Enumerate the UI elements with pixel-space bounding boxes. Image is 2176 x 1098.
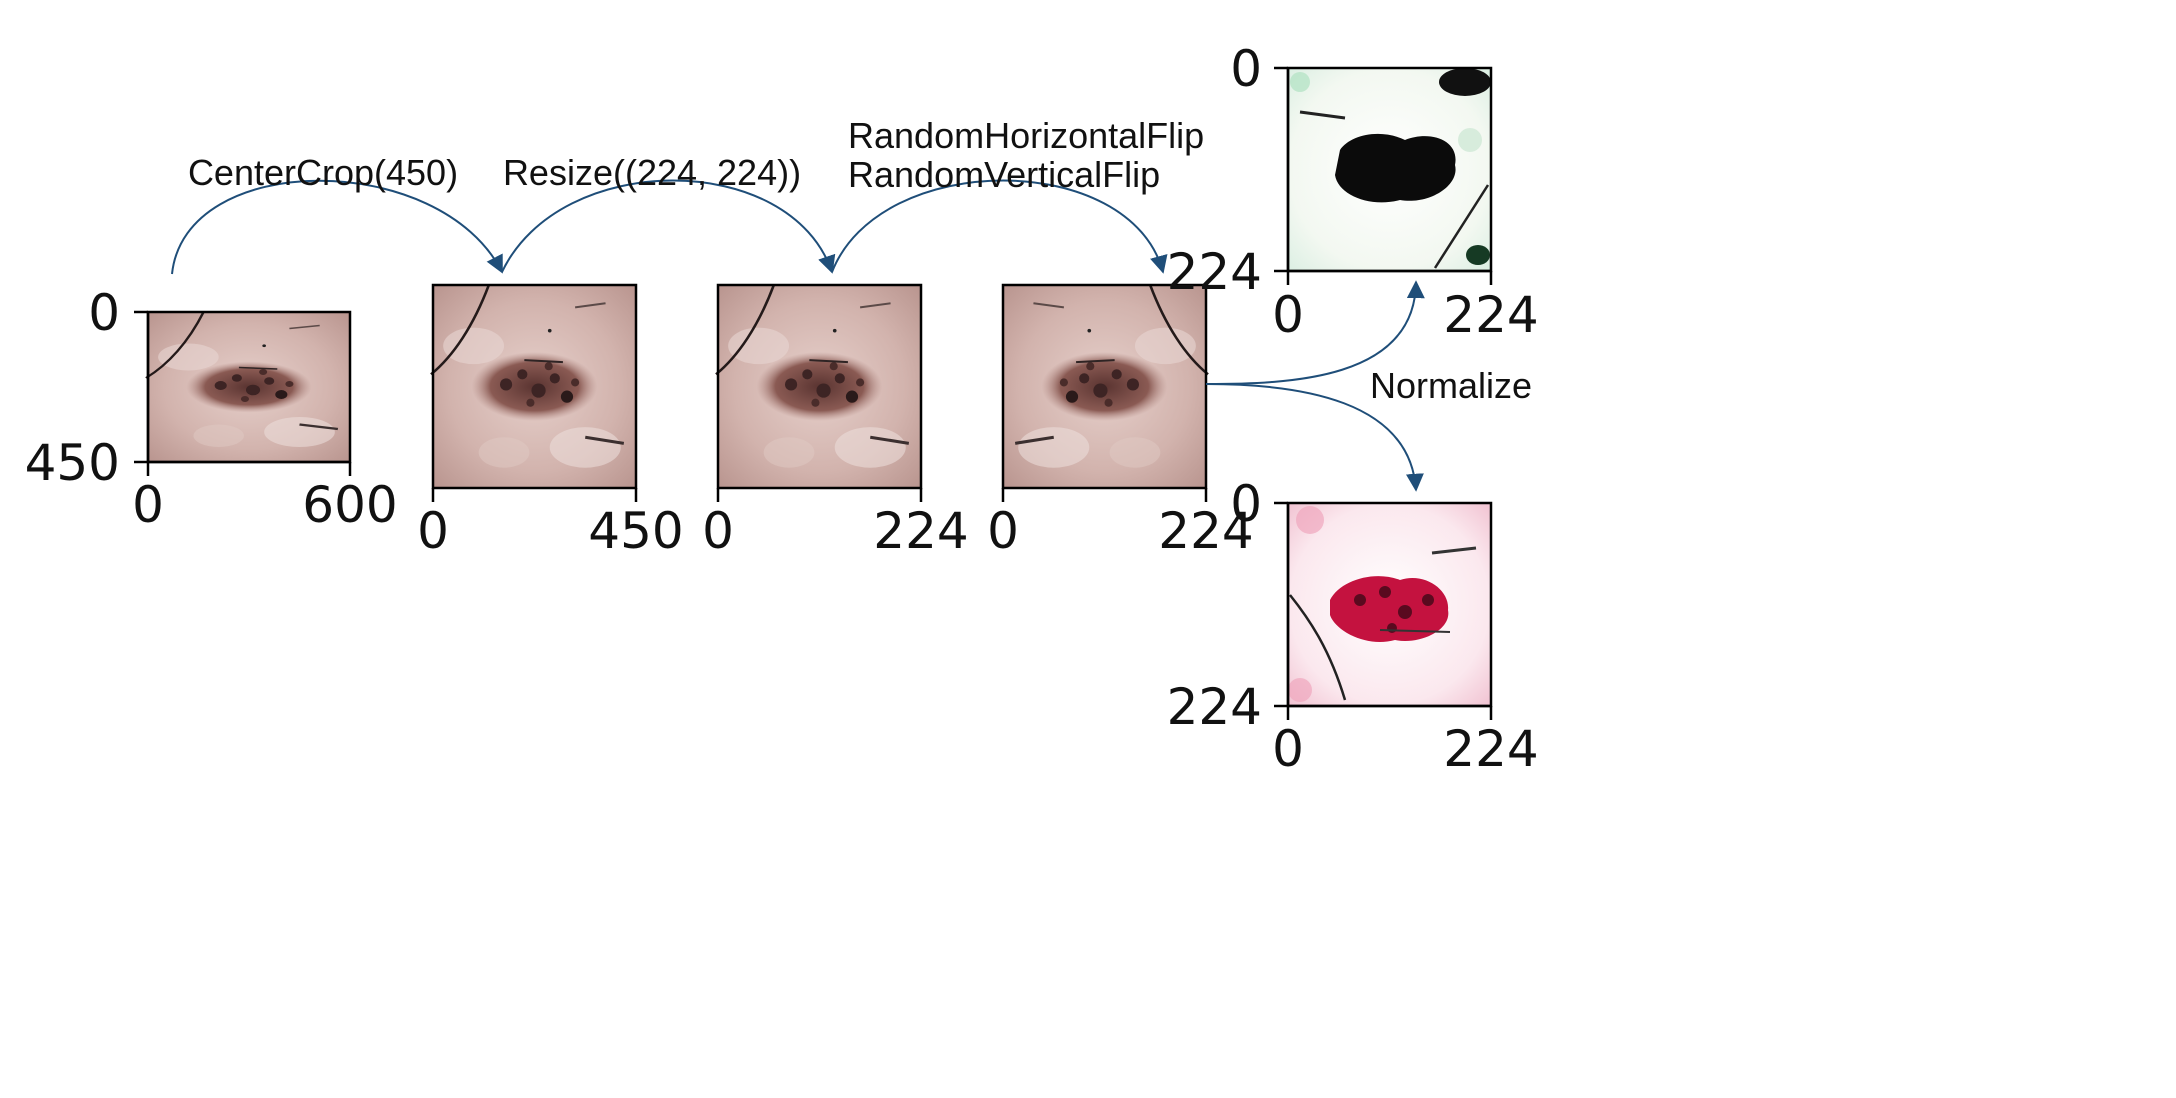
x-tick-left: 0 <box>417 502 449 560</box>
arrow-normalize-up <box>1205 280 1425 385</box>
x-tick-left: 0 <box>132 476 164 534</box>
panel-crop: 0 450 <box>417 283 684 560</box>
x-tick-left: 0 <box>987 502 1019 560</box>
arrow-resize <box>501 179 836 274</box>
image-original <box>144 310 352 464</box>
image-normalized-top <box>1288 68 1491 271</box>
y-tick-top: 0 <box>1230 475 1262 533</box>
x-tick-right: 224 <box>1443 286 1538 344</box>
y-tick-top: 0 <box>88 284 120 342</box>
arrow-flip <box>831 179 1168 274</box>
image-flipped <box>1001 283 1210 490</box>
arrow-normalize-down <box>1205 383 1424 492</box>
x-tick-right: 450 <box>588 502 683 560</box>
arrows <box>171 179 1425 492</box>
image-crop <box>429 283 638 490</box>
panel-normalized-bottom: 0 224 0 224 <box>1167 475 1539 778</box>
x-tick-left: 0 <box>1272 720 1304 778</box>
x-tick-left: 0 <box>1272 286 1304 344</box>
panel-resized: 0 224 <box>702 283 969 560</box>
label-random-horizontal-flip: RandomHorizontalFlip <box>848 115 1204 156</box>
panel-flipped: 0 224 <box>987 283 1254 560</box>
y-tick-bottom: 450 <box>25 434 120 492</box>
panel-normalized-top: 0 224 0 224 <box>1167 40 1539 344</box>
label-center-crop: CenterCrop(450) <box>188 152 458 193</box>
y-tick-bottom: 224 <box>1167 678 1262 736</box>
y-tick-top: 0 <box>1230 40 1262 98</box>
x-tick-right: 224 <box>1443 720 1538 778</box>
axes <box>134 310 352 476</box>
label-resize: Resize((224, 224)) <box>503 152 801 193</box>
label-normalize: Normalize <box>1370 365 1532 406</box>
x-tick-right: 224 <box>1158 502 1253 560</box>
x-tick-right: 600 <box>302 476 397 534</box>
label-random-vertical-flip: RandomVerticalFlip <box>848 154 1160 195</box>
x-tick-right: 224 <box>873 502 968 560</box>
y-tick-bottom: 224 <box>1167 243 1262 301</box>
image-resized <box>714 283 923 490</box>
image-normalized-bottom <box>1288 503 1491 706</box>
panel-original: 0 450 0 600 <box>25 284 398 534</box>
arrow-center-crop <box>171 179 503 275</box>
x-tick-left: 0 <box>702 502 734 560</box>
